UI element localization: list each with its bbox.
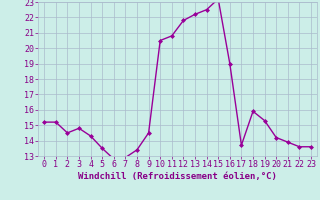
X-axis label: Windchill (Refroidissement éolien,°C): Windchill (Refroidissement éolien,°C): [78, 172, 277, 181]
